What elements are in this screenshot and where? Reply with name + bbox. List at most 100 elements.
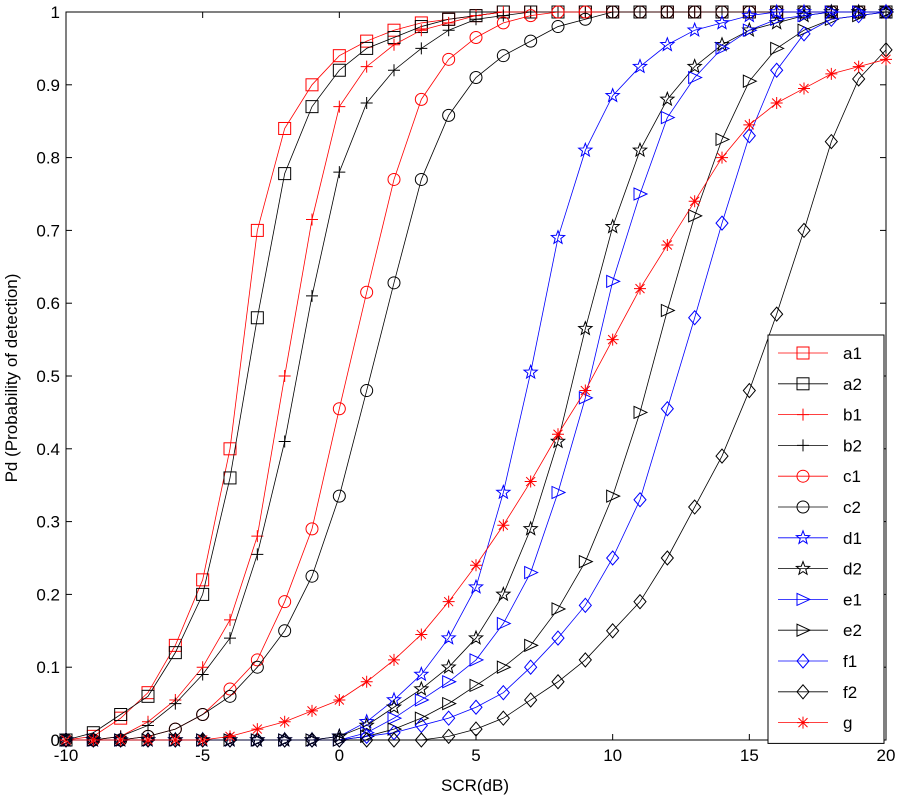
legend-item-c1: c1: [778, 467, 861, 486]
data-point-c1: [387, 172, 401, 186]
data-point-c1: [305, 522, 319, 536]
data-point-d1: [385, 691, 403, 707]
legend-label: c2: [843, 498, 861, 517]
data-point-d1: [467, 578, 485, 594]
data-point-c2: [223, 689, 237, 703]
data-point-f1: [360, 728, 374, 745]
data-point-a1: [305, 78, 319, 92]
data-point-d1: [413, 666, 430, 682]
data-point-d1: [659, 36, 676, 52]
data-point-f1: [742, 127, 756, 144]
data-point-f2: [852, 71, 866, 87]
data-point-d2: [440, 658, 457, 675]
data-point-e2: [469, 678, 485, 693]
data-point-f1: [715, 215, 729, 231]
data-point-e1: [496, 616, 512, 631]
data-point-e1: [414, 693, 430, 707]
legend-marker: [794, 560, 812, 576]
legend-item-e2: e2: [778, 621, 862, 640]
data-point-b2: [142, 719, 154, 732]
data-point-e1: [442, 674, 457, 689]
data-point-d1: [686, 21, 703, 38]
data-point-d1: [577, 141, 594, 158]
data-point-c2: [196, 708, 210, 722]
data-point-a1: [387, 23, 401, 37]
legend-marker: [796, 377, 810, 391]
data-point-d2: [604, 218, 621, 234]
data-point-c2: [250, 660, 264, 674]
data-point-d1: [440, 629, 457, 645]
data-point-c2: [469, 71, 483, 85]
data-point-g: [388, 653, 400, 666]
legend-marker: [794, 529, 812, 545]
legend-box: [767, 334, 885, 744]
y-tick-label: 0.5: [36, 367, 60, 386]
legend-marker: [797, 716, 809, 729]
legend-label: g: [843, 714, 852, 733]
data-point-d1: [741, 7, 758, 23]
data-point-b1: [333, 100, 346, 113]
legend-label: e2: [843, 621, 862, 640]
data-point-d1: [522, 363, 539, 380]
data-point-d2: [358, 717, 375, 733]
data-point-c2: [633, 5, 647, 19]
data-point-e1: [551, 485, 567, 500]
data-point-b2: [497, 9, 510, 22]
legend-marker: [797, 408, 809, 421]
legend-marker: [796, 684, 810, 700]
axis-ticks: -10 -5 0 5 10 15 20 0 0.1 0.2 0.3 0.4 0.5 0.6 0.7 0.8 0.…: [36, 3, 895, 765]
data-point-f2: [59, 732, 73, 748]
data-point-f2: [168, 732, 182, 748]
data-point-f2: [742, 382, 756, 399]
data-point-f2: [715, 448, 729, 464]
y-axis-label: Pd (Probability of detection): [2, 274, 21, 483]
data-point-c1: [496, 16, 510, 30]
data-point-f1: [852, 7, 866, 24]
data-point-g: [579, 384, 592, 397]
data-point-e2: [524, 638, 539, 653]
x-tick-label: -5: [195, 746, 210, 765]
data-point-e2: [660, 303, 676, 318]
data-point-e2: [770, 41, 785, 56]
y-tick-label: 0.3: [36, 513, 60, 532]
data-point-f2: [633, 593, 647, 610]
data-point-f1: [633, 491, 647, 508]
data-point-f1: [770, 62, 784, 79]
data-point-c1: [223, 682, 237, 696]
x-tick-label: -10: [54, 746, 79, 765]
data-point-e1: [770, 12, 785, 27]
plot-area: [65, 11, 887, 741]
data-point-b2: [224, 632, 236, 645]
data-point-f2: [770, 306, 784, 322]
data-point-a1: [196, 573, 210, 587]
data-point-e1: [824, 5, 840, 19]
data-point-e1: [715, 41, 731, 56]
y-tick-label: 0: [51, 731, 60, 750]
data-point-a2: [250, 311, 264, 325]
data-point-f2: [305, 732, 319, 748]
data-point-g: [825, 67, 838, 80]
legend-label: d2: [843, 560, 862, 579]
data-point-b2: [196, 668, 209, 681]
data-point-a1: [250, 223, 264, 237]
data-point-c1: [250, 653, 264, 667]
data-point-c2: [442, 108, 456, 122]
data-point-f1: [660, 400, 674, 417]
x-tick-label: 10: [603, 746, 622, 765]
data-point-e1: [633, 187, 649, 201]
data-point-f1: [469, 699, 483, 716]
legend-marker: [796, 469, 810, 483]
x-tick-label: 5: [471, 746, 480, 765]
y-tick-label: 0.9: [36, 76, 60, 95]
data-point-f2: [278, 732, 292, 748]
data-point-g: [333, 693, 346, 706]
y-tick-label: 0.6: [36, 294, 60, 313]
data-point-g: [743, 118, 756, 131]
data-point-f1: [879, 4, 893, 20]
legend-item-a2: a2: [778, 375, 862, 394]
data-point-f2: [332, 732, 346, 748]
data-point-f2: [551, 673, 565, 690]
data-point-f1: [524, 659, 538, 675]
data-point-e1: [742, 23, 758, 37]
data-point-f2: [387, 732, 401, 748]
